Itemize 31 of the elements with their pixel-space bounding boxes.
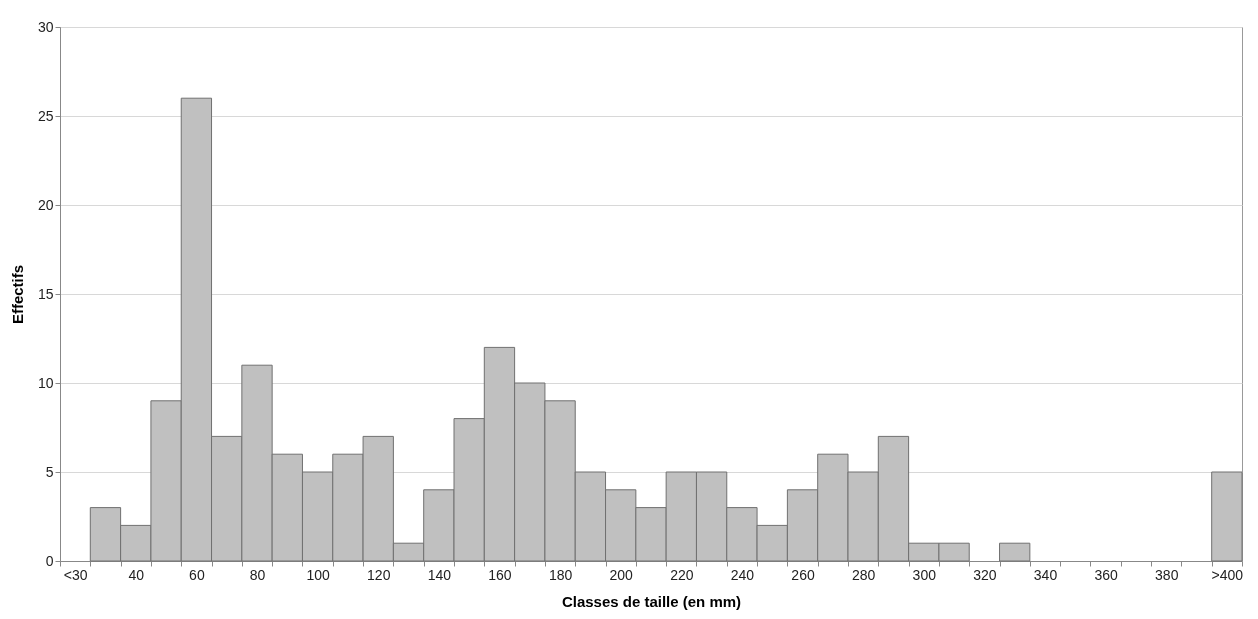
x-tick-label: <30	[63, 566, 88, 583]
x-tick-label: 240	[730, 566, 755, 583]
x-tick-label: >400	[1211, 566, 1244, 583]
y-axis-title: Effectifs	[8, 264, 26, 325]
y-tick-label: 20	[37, 196, 54, 213]
bar	[999, 542, 1031, 562]
x-tick-label: 340	[1033, 566, 1058, 583]
y-tick-label: 25	[37, 107, 54, 124]
y-tick-label: 10	[37, 374, 54, 391]
y-tick-label: 0	[45, 552, 54, 569]
y-tick-label: 5	[45, 463, 54, 480]
x-tick-label: 300	[912, 566, 937, 583]
x-tick-label: 320	[973, 566, 997, 583]
x-tick-label: 180	[548, 566, 573, 583]
x-tick-label: 100	[306, 566, 331, 583]
x-tick-label: 120	[367, 566, 391, 583]
x-tick-label: 160	[488, 566, 512, 583]
x-tick-label: 220	[670, 566, 694, 583]
x-tick-label: 280	[851, 566, 876, 583]
y-tick-label: 15	[37, 285, 54, 302]
x-tick-label: 380	[1155, 566, 1179, 583]
x-tick-label: 260	[791, 566, 815, 583]
bar	[1211, 471, 1243, 562]
x-tick-label: 360	[1094, 566, 1119, 583]
x-tick-label: 60	[189, 566, 205, 583]
x-tick-label: 200	[609, 566, 634, 583]
y-tick-label: 30	[37, 18, 54, 35]
x-axis-title: Classes de taille (en mm)	[561, 592, 742, 610]
x-tick-label: 140	[427, 566, 452, 583]
x-tick-label: 40	[128, 566, 145, 583]
x-tick-label: 80	[249, 566, 266, 583]
